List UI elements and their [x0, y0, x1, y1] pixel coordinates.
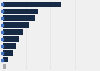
Bar	[3, 22, 29, 28]
Bar	[3, 64, 6, 69]
Bar	[3, 2, 61, 7]
Bar	[3, 15, 35, 21]
Bar	[3, 43, 16, 49]
Bar	[3, 57, 8, 62]
Bar	[3, 9, 38, 14]
Bar	[3, 29, 23, 35]
Bar	[3, 36, 19, 42]
Bar	[3, 50, 13, 56]
